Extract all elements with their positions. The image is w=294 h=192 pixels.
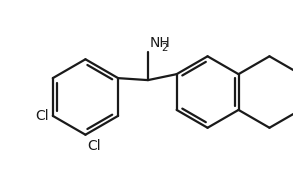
Text: 2: 2: [161, 43, 168, 53]
Text: NH: NH: [150, 36, 171, 50]
Text: Cl: Cl: [87, 139, 101, 153]
Text: Cl: Cl: [35, 109, 49, 123]
